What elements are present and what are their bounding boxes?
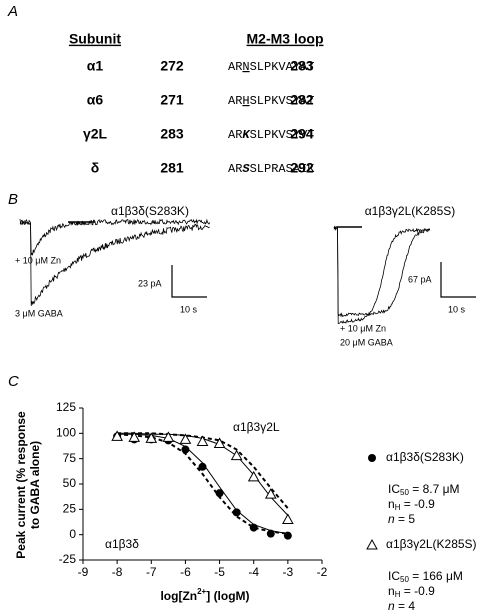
current-trace <box>19 218 210 306</box>
x-tick-label: -7 <box>146 565 157 579</box>
annotation: α1β3γ2L <box>233 420 280 434</box>
scale-label: 23 pA <box>138 278 162 288</box>
data-point <box>215 489 224 498</box>
legend-marker <box>366 538 378 550</box>
panel-letter: C <box>8 373 19 390</box>
y-tick-label: 50 <box>63 476 77 490</box>
table-header: M2-M3 loop <box>247 31 324 47</box>
scale-label: 10 s <box>180 304 198 314</box>
x-tick-label: -9 <box>78 565 89 579</box>
fit-statistic: n = 4 <box>388 599 415 611</box>
data-point <box>196 435 209 446</box>
legend-label: α1β3δ(S283K) <box>386 450 464 464</box>
fit-statistic: nH = -0.9 <box>388 584 435 599</box>
x-tick-label: -4 <box>248 565 259 579</box>
data-point <box>266 529 275 538</box>
data-point <box>282 513 294 524</box>
x-tick-label: -8 <box>112 565 123 579</box>
data-point <box>264 488 277 499</box>
x-tick-label: -3 <box>283 565 294 579</box>
y-tick-label: 125 <box>56 400 76 414</box>
data-point <box>145 432 158 443</box>
current-trace <box>333 226 431 325</box>
x-tick-label: -2 <box>317 565 328 579</box>
scale-label: 10 s <box>448 304 466 314</box>
sequence: ARHSLPKVSYAT <box>228 94 314 108</box>
current-trace <box>19 218 211 256</box>
trace-label: 3 μM GABA <box>15 308 63 318</box>
scale-bar <box>440 262 476 298</box>
sequence: ARNSLPKVAYAT <box>228 60 314 74</box>
x-tick-label: -6 <box>180 565 191 579</box>
fit-curve <box>117 433 288 535</box>
scale-bar <box>171 265 207 298</box>
residue-number: 283 <box>160 126 184 142</box>
fit-curve <box>117 433 289 535</box>
fit-statistic: n = 5 <box>388 512 415 526</box>
x-axis-label: log[Zn2+] (logM) <box>160 587 249 603</box>
subunit: δ <box>91 160 100 176</box>
y-tick-label: 0 <box>69 527 76 541</box>
x-tick-label: -5 <box>214 565 225 579</box>
y-tick-label: 100 <box>56 426 76 440</box>
subunit: α1 <box>87 58 104 74</box>
data-point <box>249 523 258 532</box>
data-point <box>179 433 192 444</box>
fit-statistic: IC50 = 166 μM <box>388 569 463 584</box>
y-axis-label: to GABA alone) <box>28 441 42 529</box>
legend-marker <box>368 454 376 462</box>
legend-label: α1β3γ2L(K285S) <box>386 537 477 551</box>
residue-number: 294 <box>290 126 314 142</box>
y-tick-label: -25 <box>59 552 77 566</box>
trace-title: α1β3γ2L(K285S) <box>365 204 456 218</box>
scale-label: 67 pA <box>408 274 432 284</box>
current-trace <box>333 225 431 318</box>
data-point <box>283 531 292 540</box>
data-point <box>162 431 175 442</box>
y-axis-label: Peak current (% response <box>14 411 28 559</box>
data-point <box>111 430 123 441</box>
y-tick-label: 75 <box>63 451 77 465</box>
residue-number: 292 <box>290 160 314 176</box>
residue-number: 283 <box>290 58 314 74</box>
data-point <box>247 470 260 482</box>
residue-number: 281 <box>160 160 184 176</box>
panel-letter: A <box>7 3 18 20</box>
annotation: α1β3δ <box>105 537 139 551</box>
data-point <box>232 508 241 517</box>
fit-statistic: nH = -0.9 <box>388 497 435 512</box>
data-point <box>128 431 141 442</box>
sequence: ARSSLPRASAIK <box>228 162 315 176</box>
subunit: γ2L <box>83 126 108 142</box>
residue-number: 272 <box>160 58 184 74</box>
subunit: α6 <box>87 92 104 108</box>
trace-label: + 10 μM Zn <box>340 323 386 333</box>
sequence: ARKSLPKVSYVT <box>228 128 314 142</box>
residue-number: 271 <box>160 92 184 108</box>
trace-label: + 10 μM Zn <box>15 255 61 265</box>
y-tick-label: 25 <box>63 502 77 516</box>
trace-title: α1β3δ(S283K) <box>111 204 189 218</box>
data-point <box>198 462 207 471</box>
table-header: Subunit <box>69 31 121 47</box>
trace-label: 20 μM GABA <box>340 337 393 347</box>
panel-letter: B <box>8 191 18 208</box>
fit-statistic: IC50 = 8.7 μM <box>388 482 460 497</box>
data-point <box>213 437 226 448</box>
data-point <box>230 449 243 461</box>
data-point <box>181 445 190 454</box>
residue-number: 282 <box>290 92 314 108</box>
